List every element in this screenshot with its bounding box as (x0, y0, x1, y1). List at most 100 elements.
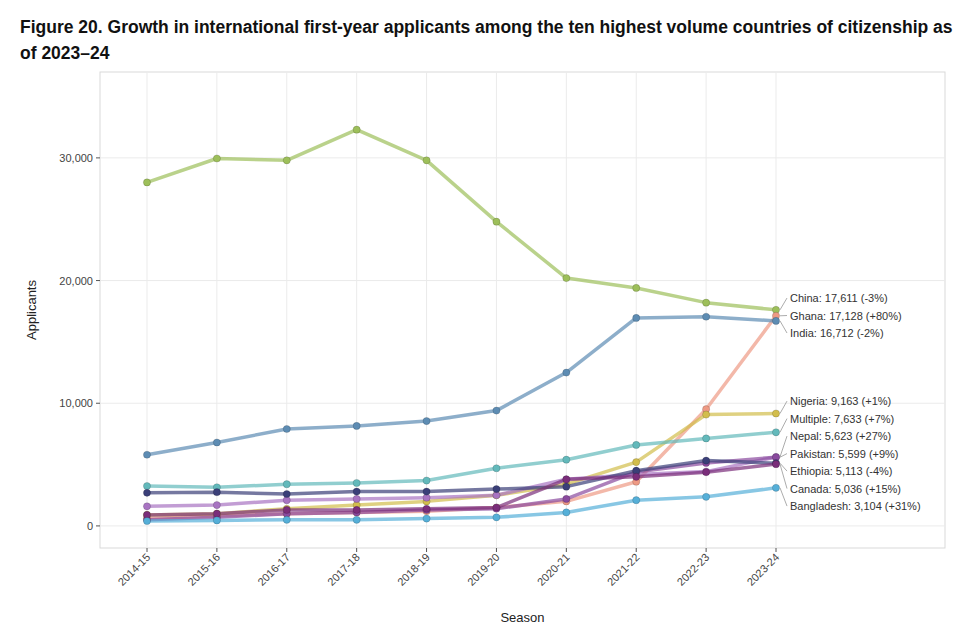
series-marker (423, 505, 430, 512)
series-marker (633, 459, 640, 466)
label-leader (780, 401, 787, 413)
x-tick (706, 548, 707, 552)
y-tick-label: 0 (87, 520, 93, 532)
series-marker (213, 517, 220, 524)
grid-line (147, 72, 148, 548)
series-marker (353, 126, 360, 133)
series-marker (563, 483, 570, 490)
y-tick (96, 157, 100, 158)
grid-line (216, 72, 217, 548)
series-marker (563, 495, 570, 502)
series-marker (703, 468, 710, 475)
grid-line (356, 72, 357, 548)
series-marker (563, 476, 570, 483)
series-marker (213, 510, 220, 517)
series-marker (772, 317, 779, 324)
series-marker (703, 313, 710, 320)
series-marker (633, 314, 640, 321)
series-marker (772, 484, 779, 491)
x-tick (566, 548, 567, 552)
series-label: Pakistan: 5,599 (+9%) (790, 448, 899, 460)
series-label: Ghana: 17,128 (+80%) (790, 310, 902, 322)
series-marker (493, 218, 500, 225)
series-line (147, 316, 776, 519)
x-tick (776, 548, 777, 552)
series-label: China: 17,611 (-3%) (790, 292, 888, 304)
grid-line (286, 72, 287, 548)
chart: 010,00020,00030,0002014-152015-162016-17… (0, 0, 969, 641)
series-marker (423, 488, 430, 495)
series-marker (213, 155, 220, 162)
series-marker (353, 479, 360, 486)
series-line (147, 464, 776, 515)
y-tick (96, 403, 100, 404)
series-marker (703, 435, 710, 442)
series-marker (563, 456, 570, 463)
series-marker (143, 179, 150, 186)
series-marker (423, 515, 430, 522)
series-marker (353, 516, 360, 523)
x-axis-title: Season (500, 610, 544, 625)
x-tick (147, 548, 148, 552)
series-marker (493, 407, 500, 414)
series-label: Bangladesh: 3,104 (+31%) (790, 500, 921, 512)
series-label: India: 16,712 (-2%) (790, 327, 884, 339)
series-marker (213, 439, 220, 446)
series-marker (423, 477, 430, 484)
label-leader (780, 454, 787, 458)
series-marker (283, 481, 290, 488)
series-marker (283, 506, 290, 513)
grid-line (100, 525, 945, 526)
series-marker (493, 465, 500, 472)
y-tick-label: 20,000 (59, 275, 93, 287)
series-marker (493, 514, 500, 521)
series-line (147, 457, 776, 520)
x-tick-label: 2016-17 (255, 551, 292, 588)
series-marker (703, 493, 710, 500)
series-marker (703, 411, 710, 418)
x-tick-label: 2020-21 (535, 551, 572, 588)
series-marker (353, 506, 360, 513)
series-marker (633, 473, 640, 480)
series-marker (213, 489, 220, 496)
label-leader (780, 488, 787, 506)
plot-frame (100, 72, 945, 548)
series-marker (563, 509, 570, 516)
series-marker (633, 497, 640, 504)
series-marker (563, 369, 570, 376)
y-tick-label: 10,000 (59, 397, 93, 409)
series-line (147, 432, 776, 487)
chart-title: Figure 20. Growth in international first… (20, 14, 955, 66)
series-line (147, 461, 776, 494)
series-marker (772, 429, 779, 436)
x-tick-label: 2019-20 (465, 551, 502, 588)
series-marker (283, 490, 290, 497)
series-marker (703, 457, 710, 464)
x-tick-label: 2015-16 (185, 551, 222, 588)
series-marker (703, 469, 710, 476)
series-marker (493, 486, 500, 493)
label-leader (780, 298, 787, 310)
x-tick-label: 2017-18 (325, 551, 362, 588)
grid-line (706, 72, 707, 548)
grid-line (496, 72, 497, 548)
series-label: Nepal: 5,623 (+27%) (790, 430, 891, 442)
series-line (147, 317, 776, 455)
y-tick (96, 280, 100, 281)
series-marker (143, 451, 150, 458)
grid-line (426, 72, 427, 548)
series-marker (703, 299, 710, 306)
series-line (147, 488, 776, 521)
series-marker (772, 410, 779, 417)
y-tick-label: 30,000 (59, 152, 93, 164)
series-marker (772, 461, 779, 468)
data-group (143, 126, 779, 525)
x-tick (356, 548, 357, 552)
series-label: Nigeria: 9,163 (+1%) (790, 395, 891, 407)
x-tick-label: 2018-19 (395, 551, 432, 588)
series-marker (633, 441, 640, 448)
series-marker (283, 157, 290, 164)
series-marker (353, 495, 360, 502)
label-leader (780, 464, 787, 488)
series-marker (143, 489, 150, 496)
